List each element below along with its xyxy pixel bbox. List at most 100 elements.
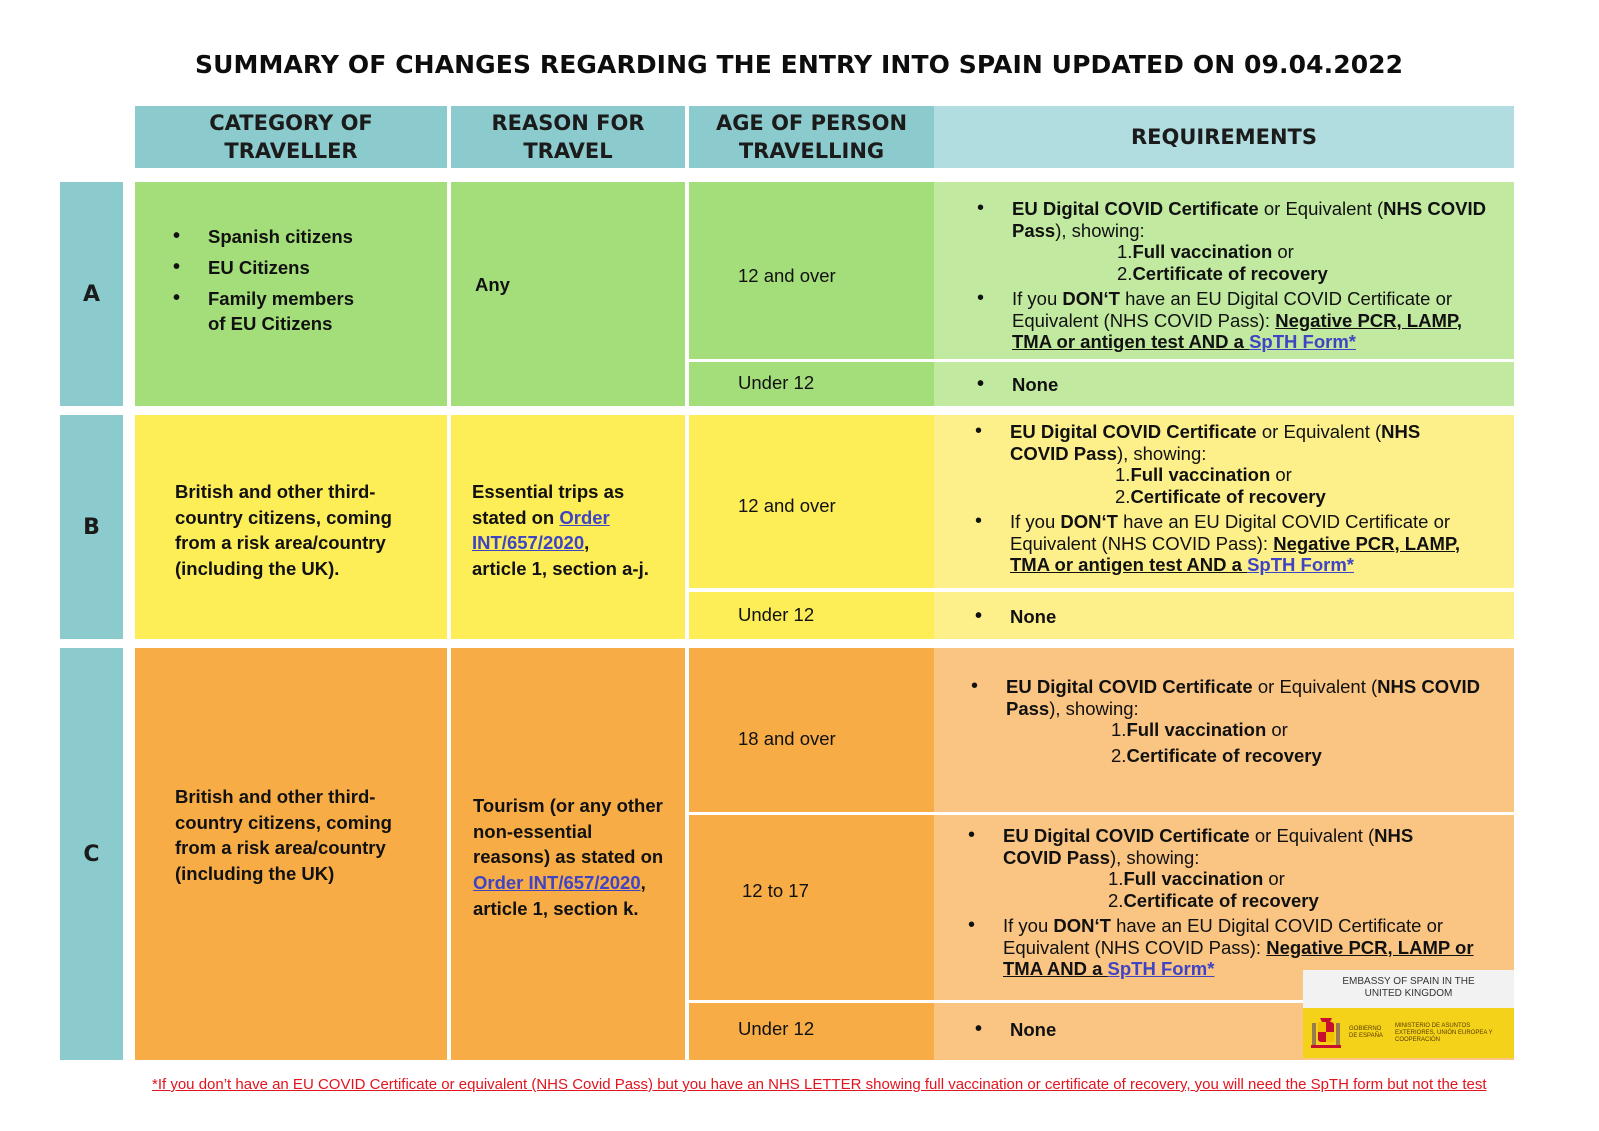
full-vacc-text: Full vaccination [1126, 719, 1267, 740]
row-b-requirements-12-over: EU Digital COVID Certificate or Equivale… [934, 415, 1514, 588]
row-b-requirements-under-12: None [934, 592, 1514, 639]
row-a-reason: Any [451, 182, 685, 406]
embassy-name-block: EMBASSY OF SPAIN IN THE UNITED KINGDOM [1303, 970, 1514, 1008]
row-b-reason-pre: Essential trips as stated on [472, 481, 625, 528]
list-item: If you DON‘T have an EU Digital COVID Ce… [977, 288, 1504, 353]
row-b-reason-post: article 1, section a-j. [472, 557, 649, 579]
row-c-category-text: British and other third-country citizens… [175, 786, 392, 884]
or-equiv-text: or Equivalent ( [1256, 421, 1382, 442]
row-a-requirements-under-12: None [934, 362, 1514, 406]
or-text: or [1266, 719, 1288, 740]
have-an-text: have an EU Digital COVID Certificate or … [1012, 288, 1453, 331]
option-1: 1.Full vaccination or [1003, 868, 1464, 890]
row-c-age-18-over: 18 and over [689, 648, 934, 812]
row-c-requirements-12-17: EU Digital COVID Certificate or Equivale… [934, 815, 1514, 1000]
option-1: 1.Full vaccination or [1006, 719, 1494, 741]
option-2: 2.Certificate of recovery [1003, 890, 1464, 912]
row-a-reason-text: Any [475, 274, 510, 295]
or-text: or [1270, 464, 1292, 485]
header-age-label: AGE OF PERSON TRAVELLING [715, 111, 908, 163]
order-link[interactable]: Order INT/657/2020 [472, 506, 610, 554]
footnote: *If you don’t have an EU COVID Certifica… [152, 1076, 1487, 1093]
and-a-text: AND a [1183, 331, 1250, 352]
cert-text: EU Digital COVID Certificate [1012, 198, 1259, 219]
full-vacc-text: Full vaccination [1130, 464, 1271, 485]
option-1: 1.Full vaccination or [1012, 241, 1494, 263]
recovery-text: Certificate of recovery [1130, 485, 1326, 507]
or-equiv-text: or Equivalent ( [1258, 198, 1384, 219]
coat-of-arms-icon [1311, 1018, 1341, 1048]
spth-form-link[interactable]: SpTH Form* [1107, 958, 1215, 979]
list-item: None [975, 604, 1514, 629]
row-c-none-list: None [975, 1017, 1514, 1042]
list-item: EU Digital COVID Certificate or Equivale… [975, 421, 1504, 507]
and-a-text: AND a [1042, 958, 1108, 979]
nhs-pass-text: NHS COVID Pass [1012, 198, 1486, 241]
row-a-requirements-12-over: EU Digital COVID Certificate or Equivale… [934, 182, 1514, 359]
row-a-age-1-text: 12 and over [738, 265, 836, 286]
num: 2. [1117, 262, 1133, 284]
header-requirements-label: REQUIREMENTS [1130, 125, 1318, 149]
list-item: None [975, 1017, 1514, 1042]
cert-text: EU Digital COVID Certificate [1003, 825, 1250, 846]
spth-form-link[interactable]: SpTH Form* [1247, 554, 1354, 575]
num: 2. [1115, 485, 1131, 507]
row-c-requirements-list-1: EU Digital COVID Certificate or Equivale… [971, 676, 1504, 766]
row-label-b: B [60, 415, 123, 639]
have-an-text: have an EU Digital COVID Certificate or … [1010, 511, 1451, 554]
row-c-age-2-text: 12 to 17 [742, 880, 809, 901]
row-b-age-2-text: Under 12 [738, 604, 815, 625]
nhs-pass-text: NHS COVID Pass [1006, 676, 1480, 719]
test-list-text: PCR, LAMP or TMA [1003, 936, 1474, 980]
row-b-category: British and other third-country citizens… [135, 415, 447, 639]
if-you-text: If you [1003, 915, 1054, 936]
row-c-age-12-17: 12 to 17 [689, 815, 934, 1000]
row-c-reason-post: article 1, section k. [473, 897, 639, 919]
comma: , [584, 532, 590, 553]
government-banner: GOBIERNO DE ESPAÑA MINISTERIO DE ASUNTOS… [1303, 1008, 1514, 1058]
nhs-pass-text: NHS COVID Pass [1010, 421, 1421, 464]
full-vacc-text: Full vaccination [1132, 241, 1273, 262]
row-label-c: C [60, 648, 123, 1060]
row-c-reason: Tourism (or any other non-essential reas… [451, 648, 685, 1060]
row-c-requirements-list-2: EU Digital COVID Certificate or Equivale… [968, 825, 1474, 980]
or-text: or [1263, 868, 1285, 889]
header-category: CATEGORY OF TRAVELLER [135, 106, 447, 168]
cert-text: EU Digital COVID Certificate [1010, 421, 1257, 442]
row-a-requirements-list: EU Digital COVID Certificate or Equivale… [977, 198, 1504, 353]
row-a-none-list: None [977, 372, 1514, 397]
row-b-age-12-over: 12 and over [689, 415, 934, 588]
dont-text: DON‘T [1053, 915, 1111, 936]
order-link[interactable]: Order INT/657/2020 [473, 872, 641, 894]
row-c-reason-pre: Tourism (or any other non-essential reas… [473, 795, 664, 868]
gobierno-label: GOBIERNO DE ESPAÑA [1349, 1026, 1383, 1039]
negative-text: Negative [1275, 309, 1358, 331]
or-equiv-text: or Equivalent ( [1249, 825, 1375, 846]
row-b-requirements-list: EU Digital COVID Certificate or Equivale… [975, 421, 1504, 576]
num: 1. [1115, 464, 1131, 485]
row-c-age-1-text: 18 and over [738, 728, 836, 749]
recovery-text: Certificate of recovery [1132, 262, 1328, 284]
list-item: Spanish citizens [173, 224, 403, 249]
showing-text: ), showing: [1049, 697, 1139, 719]
row-a-category-list: Spanish citizens EU Citizens Family memb… [173, 224, 403, 336]
list-item: EU Citizens [173, 255, 403, 280]
list-item: None [977, 372, 1514, 397]
row-b-category-text: British and other third-country citizens… [175, 481, 392, 579]
if-you-text: If you [1010, 511, 1061, 532]
row-b-age-1-text: 12 and over [738, 495, 836, 516]
spth-form-link[interactable]: SpTH Form* [1249, 331, 1356, 352]
option-1: 1.Full vaccination or [1010, 464, 1444, 486]
showing-text: ), showing: [1116, 442, 1207, 464]
full-vacc-text: Full vaccination [1123, 868, 1264, 889]
showing-text: ), showing: [1055, 219, 1145, 241]
list-item: Family members of EU Citizens [173, 286, 363, 336]
embassy-logo: EMBASSY OF SPAIN IN THE UNITED KINGDOM G… [1303, 970, 1514, 1058]
or-equiv-text: or Equivalent ( [1252, 676, 1378, 697]
page-title: SUMMARY OF CHANGES REGARDING THE ENTRY I… [195, 50, 1404, 79]
test-list-text: PCR, LAMP, TMA or antigen test [1012, 309, 1462, 353]
recovery-text: Certificate of recovery [1123, 889, 1319, 911]
row-a-age-under-12: Under 12 [689, 362, 934, 406]
test-list-text: PCR, LAMP, TMA or antigen test [1010, 532, 1460, 576]
header-age: AGE OF PERSON TRAVELLING [689, 106, 934, 168]
